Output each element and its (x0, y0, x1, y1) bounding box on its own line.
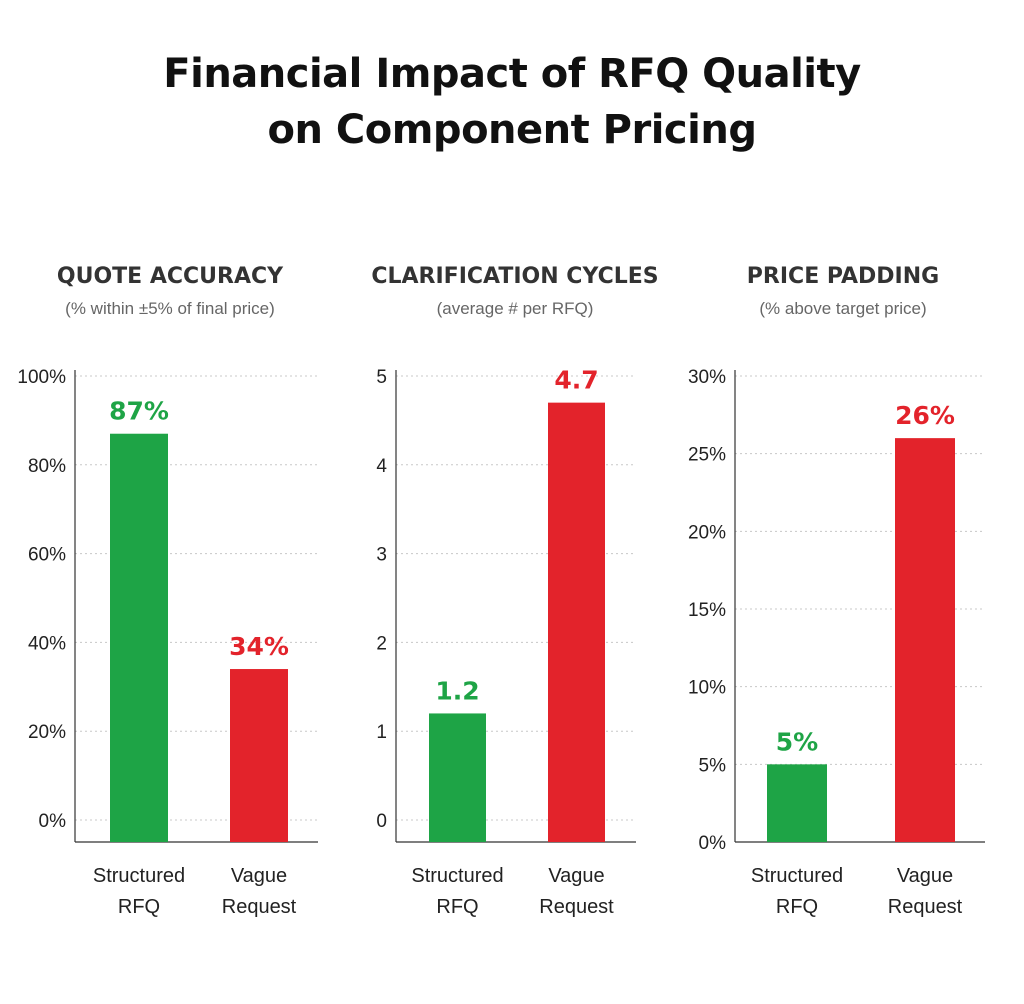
y-tick-label: 80% (28, 456, 66, 477)
x-category-label: Request (539, 896, 614, 918)
data-label: 34% (229, 632, 289, 661)
y-tick-label: 0% (699, 833, 727, 854)
bar-vague-request (230, 669, 288, 842)
y-tick-label: 3 (376, 545, 387, 566)
chart-title: Financial Impact of RFQ Quality on Compo… (0, 46, 1024, 158)
bar-structured-rfq (110, 433, 168, 842)
x-category-label: Structured (411, 865, 503, 887)
y-tick-label: 60% (28, 545, 66, 566)
panel-title: PRICE PADDING (747, 264, 939, 289)
data-label: 5% (776, 727, 818, 756)
panel-subtitle: (average # per RFQ) (437, 299, 594, 318)
y-tick-label: 0 (376, 811, 387, 832)
bar-structured-rfq (429, 713, 486, 842)
y-tick-label: 40% (28, 633, 66, 654)
data-label: 4.7 (554, 366, 598, 395)
y-tick-label: 15% (688, 600, 726, 621)
x-category-label: Structured (93, 865, 185, 887)
x-category-label: RFQ (436, 896, 478, 918)
x-category-label: Vague (231, 865, 287, 887)
panel-subtitle: (% within ±5% of final price) (65, 299, 275, 318)
bar-vague-request (895, 438, 955, 842)
y-tick-label: 100% (17, 367, 66, 388)
y-tick-label: 4 (376, 456, 387, 477)
x-category-label: Request (222, 896, 297, 918)
chart-title-line-1: Financial Impact of RFQ Quality (163, 51, 861, 97)
y-tick-label: 1 (376, 722, 387, 743)
y-tick-label: 5% (699, 755, 727, 776)
y-tick-label: 0% (39, 811, 67, 832)
y-tick-label: 10% (688, 678, 726, 699)
panel-title: QUOTE ACCURACY (57, 264, 284, 289)
x-category-label: Request (888, 896, 963, 918)
data-label: 26% (895, 401, 955, 430)
data-label: 87% (109, 397, 169, 426)
chart-title-line-2: on Component Pricing (267, 107, 757, 153)
y-tick-label: 20% (688, 522, 726, 543)
x-category-label: Structured (751, 865, 843, 887)
y-tick-label: 2 (376, 633, 387, 654)
x-category-label: RFQ (776, 896, 818, 918)
data-label: 1.2 (435, 676, 479, 705)
x-category-label: Vague (897, 865, 953, 887)
panel-subtitle: (% above target price) (759, 299, 926, 318)
x-category-label: Vague (548, 865, 604, 887)
panel-title: CLARIFICATION CYCLES (371, 264, 658, 289)
bar-vague-request (548, 402, 605, 842)
y-tick-label: 5 (376, 367, 387, 388)
y-tick-label: 20% (28, 722, 66, 743)
y-tick-label: 30% (688, 367, 726, 388)
y-tick-label: 25% (688, 445, 726, 466)
bar-structured-rfq (767, 764, 827, 842)
x-category-label: RFQ (118, 896, 160, 918)
